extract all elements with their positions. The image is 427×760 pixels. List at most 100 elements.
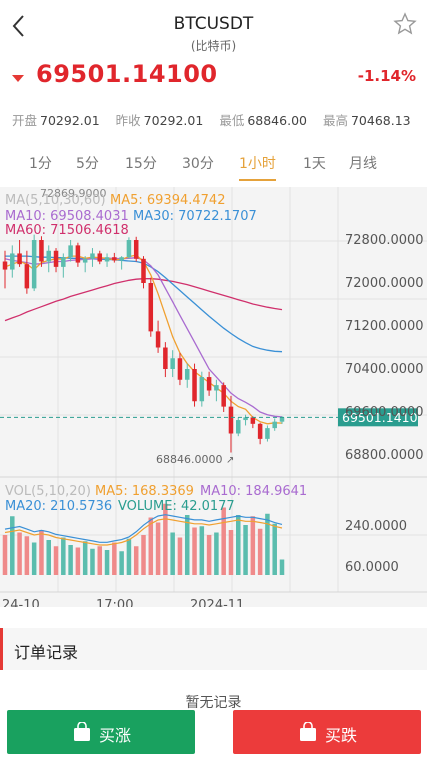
candle-body <box>53 250 59 267</box>
tab-1min[interactable]: 1分 <box>29 156 52 172</box>
volume-bar <box>24 536 30 575</box>
volume-bar <box>126 538 132 575</box>
volume-bar <box>170 532 175 575</box>
volume-tick: 240.0000 <box>345 519 407 534</box>
ma-legend: MA(5,10,30,60) MA5: 69394.4742 MA10: 695… <box>5 193 257 238</box>
volume-bar <box>39 530 44 575</box>
candle-body <box>265 428 270 439</box>
ma10-legend: MA10: 69508.4031 <box>5 209 129 224</box>
volume-ma-line <box>4 514 283 546</box>
volume-bar <box>177 537 183 575</box>
stat-prevclose-label: 昨收 <box>115 113 141 128</box>
volume-bar <box>236 515 241 575</box>
volume-bar <box>257 528 263 575</box>
candle-body <box>24 264 30 289</box>
buy-up-label: 买涨 <box>99 726 132 745</box>
candle-body <box>170 358 175 369</box>
chart-grid <box>0 187 427 592</box>
candle-body <box>46 250 51 262</box>
tab-month[interactable]: 月线 <box>349 156 377 172</box>
shopping-bag-icon <box>74 722 90 741</box>
min-price-arrow: ↗ <box>226 455 234 466</box>
candle-body <box>126 240 132 258</box>
candle-body <box>199 377 205 402</box>
favorite-star-icon[interactable] <box>393 12 417 36</box>
tab-1hour[interactable]: 1小时 <box>239 153 276 181</box>
orders-empty-text: 暂无记录 <box>185 695 242 711</box>
volume-bar <box>199 526 205 575</box>
tab-active-underline <box>239 179 276 181</box>
volume-bar <box>163 503 168 575</box>
candles <box>2 234 285 453</box>
volume-bar <box>155 522 161 575</box>
volume-bar <box>250 516 256 575</box>
volume-bar <box>221 507 226 575</box>
buy-down-button[interactable]: 买跌 <box>233 710 421 754</box>
candle-body <box>148 283 154 332</box>
volume-bars <box>2 503 285 575</box>
volume-bar <box>31 542 37 575</box>
time-tick: 24-10 <box>2 598 40 607</box>
volume-bar <box>90 548 95 575</box>
volume-bar <box>97 546 103 575</box>
kline-chart[interactable]: 69501.1410 72800.0000 72000.0000 71200.0… <box>0 187 427 607</box>
min-price-label: 68846.0000 <box>156 453 222 466</box>
candle-body <box>184 369 190 380</box>
volume-bar <box>61 537 66 575</box>
stats-row: 开盘 70292.01 昨收 70292.01 最低 68846.00 最高 70468… <box>12 110 411 129</box>
tab-1day[interactable]: 1天 <box>303 156 326 172</box>
candle-body <box>177 358 183 380</box>
candle-body <box>236 420 241 434</box>
volume-bar <box>206 535 212 575</box>
candle-body <box>163 347 168 369</box>
page-subtitle: (比特币) <box>190 39 237 53</box>
volume-legend: VOL(5,10,20) MA5: 168.3369 MA10: 184.964… <box>5 484 307 514</box>
volume-tick: 60.0000 <box>345 560 399 575</box>
volume-bar <box>119 551 124 575</box>
volume-bar <box>279 559 285 575</box>
buy-down-label: 买跌 <box>325 726 358 745</box>
vol-ma10-legend: MA10: 184.9641 <box>200 484 307 499</box>
stat-low-value: 68846.00 <box>247 113 307 128</box>
price-axis: 72800.0000 72000.0000 71200.0000 70400.0… <box>345 233 424 463</box>
candle-body <box>68 245 73 258</box>
candle-body <box>75 245 81 263</box>
candle-body <box>206 377 212 391</box>
stat-high-value: 70468.13 <box>350 113 411 128</box>
candle-body <box>250 417 256 424</box>
vol-legend-title: VOL(5,10,20) <box>5 484 91 499</box>
buy-up-button[interactable]: 买涨 <box>7 710 195 754</box>
candle-body <box>133 240 139 259</box>
tab-30min[interactable]: 30分 <box>182 156 214 172</box>
price-tick: 68800.0000 <box>345 448 424 463</box>
volume-bar <box>214 532 219 575</box>
volume-bar <box>17 532 22 575</box>
kline-chart-svg[interactable]: 69501.1410 72800.0000 72000.0000 71200.0… <box>0 187 427 607</box>
volume-bar <box>192 527 197 575</box>
volume-axis: 240.0000 60.0000 <box>345 519 407 575</box>
tab-15min[interactable]: 15分 <box>125 156 157 172</box>
candle-body <box>82 258 88 263</box>
volume-bar <box>82 541 88 575</box>
volume-ma20-line <box>4 514 283 543</box>
price-tick: 71200.0000 <box>345 319 424 334</box>
volume-bar <box>68 545 73 575</box>
order-section-title: 订单记录 <box>14 643 79 662</box>
section-accent-bar <box>0 628 3 670</box>
candle-body <box>141 258 146 283</box>
candle-body <box>257 423 263 439</box>
back-arrow-icon[interactable] <box>6 10 32 42</box>
volume-bar <box>104 550 110 575</box>
tab-1hour-label: 1小时 <box>239 156 276 172</box>
stat-low-label: 最低 <box>219 113 245 128</box>
candle-body <box>272 421 277 429</box>
volume-bar <box>2 535 8 575</box>
candle-body <box>192 369 197 402</box>
page-title: BTCUSDT <box>173 14 254 34</box>
ma30-legend: MA30: 70722.1707 <box>133 209 257 224</box>
tab-5min[interactable]: 5分 <box>76 156 99 172</box>
vol-ma5-legend: MA5: 168.3369 <box>95 484 194 499</box>
price-down-icon <box>12 75 24 82</box>
volume-bar <box>112 542 117 575</box>
candle-body <box>17 253 22 265</box>
